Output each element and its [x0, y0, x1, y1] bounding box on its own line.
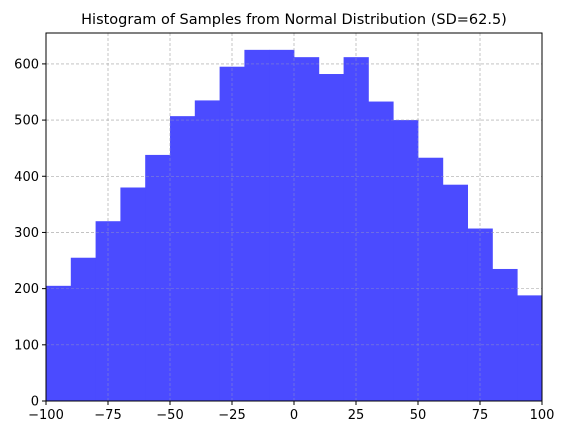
histogram-bar [145, 154, 171, 401]
histogram-bar [244, 49, 270, 402]
histogram-bar [95, 221, 121, 401]
y-tick-label: 500 [14, 114, 39, 129]
histogram-bar [368, 101, 394, 401]
histogram-bar [70, 257, 96, 401]
histogram-bar [418, 157, 444, 401]
x-tick-label: 25 [348, 408, 365, 423]
y-axis-ticks: 0 100 200 300 400 500 600 [14, 57, 46, 410]
y-tick-label: 0 [31, 395, 39, 410]
chart-title: Histogram of Samples from Normal Distrib… [81, 12, 507, 28]
x-tick-label: 75 [472, 408, 489, 423]
histogram-bar [194, 100, 220, 401]
y-tick-label: 200 [14, 282, 39, 297]
y-tick-label: 300 [14, 226, 39, 241]
histogram-bar [46, 285, 72, 401]
histogram-bar [442, 184, 468, 401]
histogram-bar [492, 268, 518, 401]
x-axis-ticks: −100 −75 −50 −25 0 25 50 75 100 [28, 401, 554, 423]
x-tick-label: 50 [410, 408, 427, 423]
histogram-bar [120, 187, 146, 401]
histogram-bar [269, 49, 295, 402]
y-tick-label: 100 [14, 338, 39, 353]
histogram-bar [393, 120, 419, 401]
x-tick-label: −25 [218, 408, 245, 423]
histogram-bar [517, 295, 543, 401]
x-tick-label: −100 [28, 408, 64, 423]
y-tick-label: 400 [14, 170, 39, 185]
histogram-bar [294, 57, 320, 401]
x-tick-label: 0 [290, 408, 298, 423]
histogram-bar [318, 74, 344, 402]
histogram-bar [170, 116, 196, 401]
bars [46, 49, 543, 402]
y-tick-label: 600 [14, 57, 39, 72]
x-tick-label: −50 [156, 408, 183, 423]
x-tick-label: −75 [94, 408, 121, 423]
x-tick-label: 100 [530, 408, 555, 423]
